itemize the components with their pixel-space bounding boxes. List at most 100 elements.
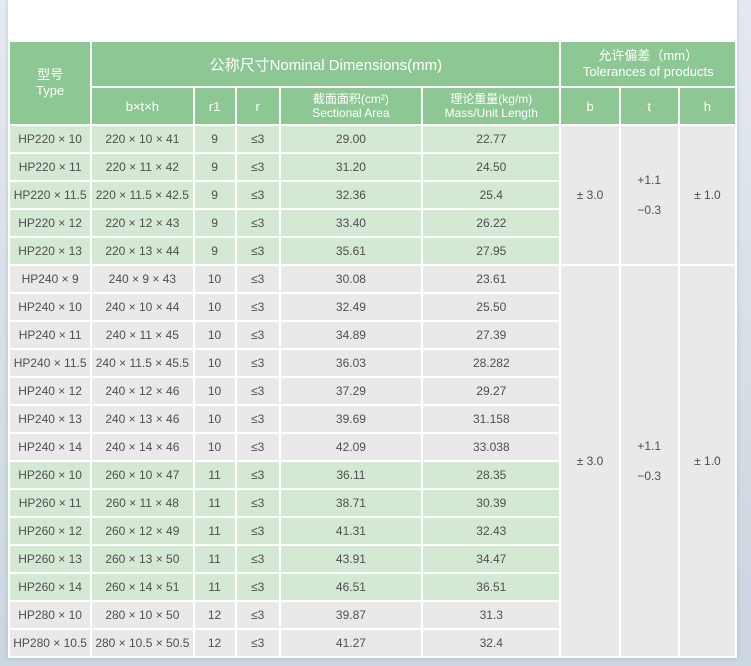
header-type-zh: 型号: [37, 66, 64, 82]
dimensions-cell: 240 × 12 × 46: [92, 378, 193, 404]
type-cell: HP260 × 12: [10, 518, 91, 544]
dimensions-cell: 220 × 12 × 43: [92, 210, 193, 236]
header-tol-t: t: [620, 88, 678, 124]
mass-cell: 28.282: [423, 350, 560, 376]
mass-cell: 22.77: [423, 126, 560, 152]
dimensions-cell: 240 × 14 × 46: [92, 434, 193, 460]
tolerance-t-plus: +1.1: [637, 173, 662, 187]
dimensions-cell: 220 × 10 × 41: [92, 126, 193, 152]
mass-cell: 34.47: [423, 546, 560, 572]
r-cell: ≤3: [236, 154, 279, 180]
table-row: HP240 × 12 240 × 12 × 46 10 ≤3 37.29 29.…: [10, 378, 735, 404]
type-cell: HP240 × 11.5: [10, 350, 91, 376]
r1-cell: 10: [194, 266, 235, 292]
tolerance-b-cell: ± 3.0: [561, 126, 619, 264]
dimensions-cell: 260 × 12 × 49: [92, 518, 193, 544]
header-sectional-area: 截面面积(cm²) Sectional Area: [280, 88, 422, 124]
header-mass-en: Mass/Unit Length: [444, 106, 538, 120]
table-row: HP220 × 11.5 220 × 11.5 × 42.5 9 ≤3 32.3…: [10, 182, 735, 208]
header-nominal-dimensions: 公称尺寸Nominal Dimensions(mm): [92, 42, 560, 86]
dimensions-cell: 260 × 10 × 47: [92, 462, 193, 488]
r-cell: ≤3: [236, 546, 279, 572]
mass-cell: 27.39: [423, 322, 560, 348]
table-row: HP240 × 10 240 × 10 × 44 10 ≤3 32.49 25.…: [10, 294, 735, 320]
hp-section-spec-table: 型号 Type 公称尺寸Nominal Dimensions(mm) 允许偏差（…: [8, 40, 737, 658]
mass-cell: 26.22: [423, 210, 560, 236]
mass-cell: 29.27: [423, 378, 560, 404]
type-cell: HP260 × 11: [10, 490, 91, 516]
table-row: HP220 × 13 220 × 13 × 44 9 ≤3 35.61 27.9…: [10, 238, 735, 264]
r-cell: ≤3: [236, 378, 279, 404]
table-row: HP260 × 10 260 × 10 × 47 11 ≤3 36.11 28.…: [10, 462, 735, 488]
tolerance-t-cell: +1.1 −0.3: [620, 126, 678, 264]
dimensions-cell: 220 × 11 × 42: [92, 154, 193, 180]
r-cell: ≤3: [236, 266, 279, 292]
mass-cell: 33.038: [423, 434, 560, 460]
header-r1: r1: [194, 88, 235, 124]
table-row: HP240 × 14 240 × 14 × 46 10 ≤3 42.09 33.…: [10, 434, 735, 460]
mass-cell: 24.50: [423, 154, 560, 180]
mass-cell: 23.61: [423, 266, 560, 292]
table-row: HP260 × 12 260 × 12 × 49 11 ≤3 41.31 32.…: [10, 518, 735, 544]
r-cell: ≤3: [236, 182, 279, 208]
mass-cell: 31.158: [423, 406, 560, 432]
header-mass: 理论重量(kg/m) Mass/Unit Length: [423, 88, 560, 124]
dimensions-cell: 260 × 11 × 48: [92, 490, 193, 516]
mass-cell: 25.4: [423, 182, 560, 208]
area-cell: 42.09: [280, 434, 422, 460]
r-cell: ≤3: [236, 630, 279, 656]
dimensions-cell: 240 × 9 × 43: [92, 266, 193, 292]
r1-cell: 9: [194, 182, 235, 208]
area-cell: 36.03: [280, 350, 422, 376]
header-bth: b×t×h: [92, 88, 193, 124]
dimensions-cell: 260 × 14 × 51: [92, 574, 193, 600]
mass-cell: 27.95: [423, 238, 560, 264]
table-row: HP260 × 13 260 × 13 × 50 11 ≤3 43.91 34.…: [10, 546, 735, 572]
r-cell: ≤3: [236, 126, 279, 152]
type-cell: HP240 × 12: [10, 378, 91, 404]
area-cell: 30.08: [280, 266, 422, 292]
table-row: HP240 × 9 240 × 9 × 43 10 ≤3 30.08 23.61…: [10, 266, 735, 656]
type-cell: HP240 × 9: [10, 266, 91, 292]
content-page: 型号 Type 公称尺寸Nominal Dimensions(mm) 允许偏差（…: [8, 0, 737, 658]
area-cell: 37.29: [280, 378, 422, 404]
header-tol-h: h: [679, 88, 735, 124]
type-cell: HP220 × 10: [10, 126, 91, 152]
r-cell: ≤3: [236, 322, 279, 348]
tolerance-t-minus: −0.3: [637, 203, 662, 217]
dimensions-cell: 260 × 13 × 50: [92, 546, 193, 572]
type-cell: HP240 × 11: [10, 322, 91, 348]
r1-cell: 11: [194, 518, 235, 544]
tolerance-h-cell: ± 1.0: [679, 126, 735, 264]
area-cell: 31.20: [280, 154, 422, 180]
r-cell: ≤3: [236, 518, 279, 544]
r-cell: ≤3: [236, 350, 279, 376]
area-cell: 39.87: [280, 602, 422, 628]
r-cell: ≤3: [236, 434, 279, 460]
r1-cell: 10: [194, 350, 235, 376]
area-cell: 43.91: [280, 546, 422, 572]
mass-cell: 31.3: [423, 602, 560, 628]
type-cell: HP240 × 10: [10, 294, 91, 320]
r1-cell: 9: [194, 154, 235, 180]
table-row: HP220 × 11 220 × 11 × 42 9 ≤3 31.20 24.5…: [10, 154, 735, 180]
r-cell: ≤3: [236, 294, 279, 320]
table-row: HP220 × 12 220 × 12 × 43 9 ≤3 33.40 26.2…: [10, 210, 735, 236]
table-row: HP240 × 13 240 × 13 × 46 10 ≤3 39.69 31.…: [10, 406, 735, 432]
tolerance-b-cell: ± 3.0: [561, 266, 619, 656]
r1-cell: 11: [194, 490, 235, 516]
dimensions-cell: 240 × 11 × 45: [92, 322, 193, 348]
area-cell: 41.31: [280, 518, 422, 544]
tolerance-t-plus: +1.1: [637, 439, 662, 453]
table-row: HP260 × 14 260 × 14 × 51 11 ≤3 46.51 36.…: [10, 574, 735, 600]
dimensions-cell: 220 × 13 × 44: [92, 238, 193, 264]
r1-cell: 10: [194, 294, 235, 320]
table-row: HP240 × 11.5 240 × 11.5 × 45.5 10 ≤3 36.…: [10, 350, 735, 376]
header-tolerances: 允许偏差（mm） Tolerances of products: [561, 42, 735, 86]
type-cell: HP260 × 13: [10, 546, 91, 572]
r1-cell: 10: [194, 434, 235, 460]
dimensions-cell: 280 × 10 × 50: [92, 602, 193, 628]
r1-cell: 11: [194, 462, 235, 488]
type-cell: HP240 × 14: [10, 434, 91, 460]
r1-cell: 11: [194, 546, 235, 572]
